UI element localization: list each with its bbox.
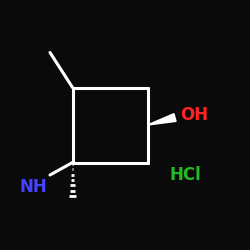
Text: NH: NH: [20, 178, 48, 196]
Text: OH: OH: [180, 106, 208, 124]
Text: HCl: HCl: [169, 166, 201, 184]
Polygon shape: [148, 114, 176, 125]
